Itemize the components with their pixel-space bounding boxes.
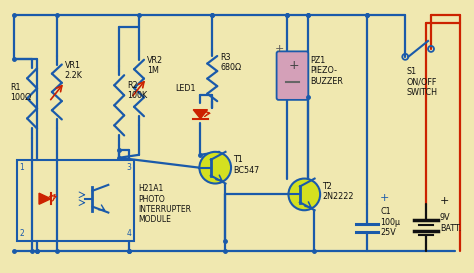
- Circle shape: [289, 179, 320, 210]
- Text: C1
100µ
25V: C1 100µ 25V: [381, 207, 401, 237]
- Text: H21A1
PHOTO
INTERRUPTER
MODULE: H21A1 PHOTO INTERRUPTER MODULE: [138, 184, 191, 224]
- Text: R2
100K: R2 100K: [127, 81, 147, 100]
- Polygon shape: [39, 193, 51, 204]
- Text: 1: 1: [19, 163, 24, 172]
- Text: +: +: [380, 193, 389, 203]
- Text: 9V
BATT.: 9V BATT.: [440, 213, 461, 233]
- Text: +: +: [274, 44, 284, 54]
- Polygon shape: [193, 110, 208, 118]
- Circle shape: [200, 152, 231, 183]
- Bar: [17, 160, 134, 241]
- Text: +: +: [440, 196, 449, 206]
- Text: PZ1
PIEZO-
BUZZER: PZ1 PIEZO- BUZZER: [310, 56, 343, 86]
- Text: 3: 3: [126, 163, 131, 172]
- Text: VR2
1M: VR2 1M: [147, 56, 163, 75]
- Text: 2: 2: [19, 229, 24, 238]
- Text: T1
BC547: T1 BC547: [233, 155, 259, 175]
- Text: +: +: [289, 59, 300, 72]
- Text: R3
680Ω: R3 680Ω: [220, 53, 241, 72]
- Text: R1
100Ω: R1 100Ω: [10, 82, 31, 102]
- Text: VR1
2.2K: VR1 2.2K: [65, 61, 82, 80]
- Text: LED1: LED1: [176, 84, 196, 93]
- Text: T2
2N2222: T2 2N2222: [322, 182, 354, 201]
- Text: S1
ON/OFF
SWITCH: S1 ON/OFF SWITCH: [406, 67, 437, 97]
- FancyBboxPatch shape: [277, 51, 308, 100]
- Text: 4: 4: [126, 229, 131, 238]
